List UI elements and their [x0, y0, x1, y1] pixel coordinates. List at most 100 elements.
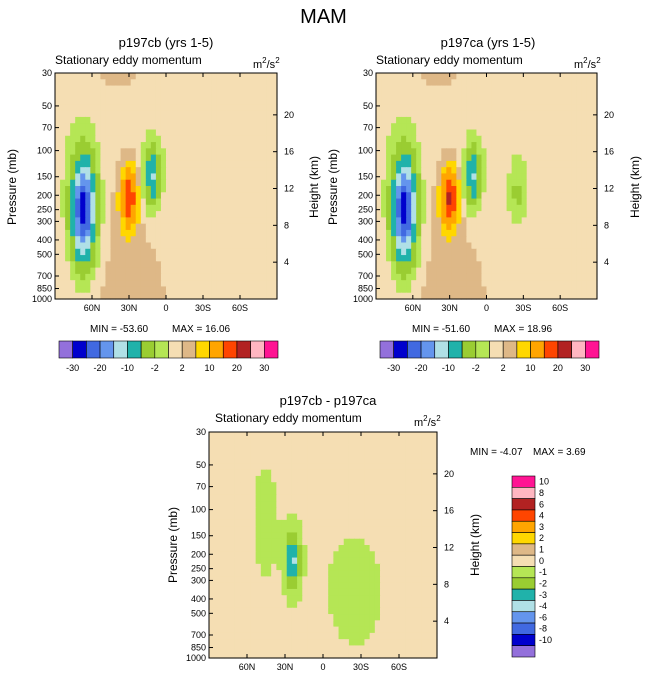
heatmap-cell	[461, 248, 468, 256]
heatmap-cell	[281, 469, 288, 477]
heatmap-cell	[65, 248, 71, 256]
heatmap-cell	[85, 135, 91, 143]
heatmap-cell	[286, 607, 293, 615]
heatmap-cell	[206, 204, 213, 212]
heatmap-cell	[150, 160, 157, 168]
heatmap-cell	[380, 620, 386, 628]
heatmap-cell	[591, 273, 598, 281]
heatmap-cell	[551, 267, 558, 275]
heatmap-cell	[281, 626, 288, 634]
heatmap-cell	[431, 469, 438, 477]
heatmap-cell	[576, 198, 583, 206]
heatmap-cell	[416, 292, 422, 300]
heatmap-cell	[231, 204, 238, 212]
heatmap-cell	[456, 223, 462, 231]
heatmap-cell	[95, 123, 102, 131]
heatmap-cell	[416, 588, 423, 596]
heatmap-cell	[436, 173, 442, 181]
heatmap-cell	[486, 154, 493, 162]
heatmap-cell	[216, 292, 223, 300]
heatmap-cell	[186, 217, 192, 225]
heatmap-cell	[576, 273, 583, 281]
heatmap-cell	[115, 236, 122, 244]
y-axis-label: Pressure (mb)	[166, 507, 180, 583]
heatmap-cell	[110, 280, 117, 288]
heatmap-cell	[85, 116, 91, 124]
heatmap-cell	[209, 507, 215, 515]
heatmap-cell	[216, 142, 223, 149]
heatmap-cell	[486, 73, 493, 80]
heatmap-cell	[312, 513, 319, 521]
heatmap-cell	[307, 507, 314, 515]
heatmap-cell	[260, 463, 267, 471]
heatmap-cell	[80, 73, 86, 80]
heatmap-cell	[196, 91, 202, 99]
heatmap-cell	[431, 186, 437, 193]
heatmap-cell	[75, 160, 81, 168]
heatmap-cell	[125, 73, 132, 80]
heatmap-cell	[566, 242, 573, 250]
heatmap-cell	[566, 85, 573, 93]
heatmap-cell	[60, 98, 66, 105]
heatmap-cell	[255, 532, 262, 540]
heatmap-cell	[145, 167, 152, 175]
heatmap-cell	[140, 261, 147, 269]
heatmap-cell	[260, 551, 267, 559]
heatmap-cell	[100, 104, 107, 112]
heatmap-cell	[155, 91, 162, 99]
heatmap-cell	[416, 173, 422, 181]
heatmap-cell	[536, 179, 543, 187]
heatmap-cell	[186, 73, 192, 80]
heatmap-cell	[328, 432, 334, 439]
heatmap-cell	[461, 116, 468, 124]
heatmap-cell	[476, 154, 483, 162]
heatmap-cell	[125, 123, 132, 131]
heatmap-cell	[85, 211, 91, 218]
heatmap-cell	[481, 142, 488, 149]
heatmap-cell	[75, 292, 81, 300]
heatmap-cell	[240, 570, 246, 577]
heatmap-cell	[276, 588, 283, 596]
y-tick-label: 1000	[186, 653, 206, 663]
heatmap-cell	[150, 292, 157, 300]
heatmap-cell	[323, 432, 329, 439]
heatmap-cell	[201, 160, 207, 168]
heatmap-cell	[566, 217, 573, 225]
y-tick-label: 70	[196, 482, 206, 492]
heatmap-cell	[426, 450, 433, 458]
heatmap-cell	[155, 255, 162, 262]
heatmap-cell	[369, 482, 376, 490]
heatmap-cell	[196, 255, 202, 262]
heatmap-cell	[251, 91, 258, 99]
heatmap-cell	[496, 280, 503, 288]
heatmap-cell	[206, 280, 213, 288]
heatmap-cell	[229, 463, 236, 471]
heatmap-cell	[369, 601, 376, 609]
heatmap-cell	[236, 186, 243, 193]
heatmap-cell	[231, 198, 238, 206]
x-tick-label: 60S	[232, 303, 248, 313]
heatmap-cell	[276, 632, 283, 640]
heatmap-cell	[140, 160, 147, 168]
heatmap-cell	[186, 186, 192, 193]
heatmap-cell	[245, 601, 252, 609]
heatmap-cell	[181, 192, 187, 200]
heatmap-cell	[501, 173, 508, 181]
heatmap-cell	[333, 576, 340, 584]
heatmap-cell	[511, 154, 518, 162]
heatmap-cell	[60, 217, 66, 225]
heatmap-cell	[461, 286, 468, 294]
heatmap-cell	[110, 261, 117, 269]
heatmap-cell	[75, 280, 81, 288]
heatmap-cell	[561, 79, 568, 87]
heatmap-cell	[586, 148, 593, 156]
heatmap-cell	[196, 123, 202, 131]
heatmap-cell	[105, 248, 112, 256]
heatmap-cell	[436, 91, 442, 99]
heatmap-cell	[209, 607, 215, 615]
heatmap-cell	[234, 607, 241, 615]
heatmap-cell	[276, 501, 283, 508]
heatmap-cell	[250, 519, 257, 527]
heatmap-cell	[581, 123, 588, 131]
heatmap-cell	[240, 482, 246, 490]
